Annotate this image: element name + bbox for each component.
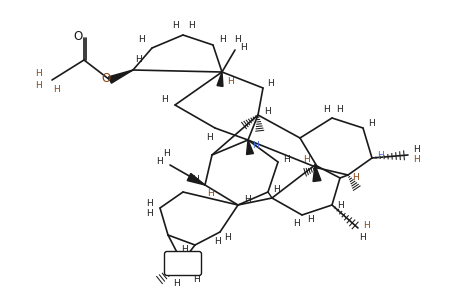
Text: Aos: Aos [174, 259, 191, 269]
Text: H: H [413, 156, 419, 165]
Text: H: H [146, 198, 153, 207]
Text: H: H [240, 43, 247, 52]
Text: H: H [207, 188, 214, 198]
Text: H: H [337, 201, 344, 210]
Polygon shape [187, 173, 205, 185]
Text: H: H [163, 149, 170, 159]
Text: H: H [352, 174, 358, 182]
Text: H: H [267, 79, 274, 88]
Text: H: H [35, 69, 41, 79]
Text: H: H [264, 108, 271, 117]
Text: H: H [192, 175, 199, 185]
Text: H: H [206, 133, 213, 143]
Polygon shape [246, 140, 253, 155]
Text: H: H [156, 156, 163, 165]
Text: H: H [35, 81, 41, 89]
Text: H: H [173, 279, 180, 288]
Text: O: O [101, 72, 110, 85]
Text: H: H [234, 34, 241, 43]
Text: H: H [227, 78, 234, 86]
Text: H: H [135, 54, 142, 63]
FancyBboxPatch shape [164, 252, 201, 275]
Polygon shape [109, 70, 133, 83]
Polygon shape [312, 165, 320, 182]
Polygon shape [217, 72, 222, 86]
Text: H: H [303, 156, 310, 165]
Text: H: H [252, 140, 259, 149]
Text: H: H [181, 246, 188, 255]
Text: H: H [244, 195, 251, 204]
Text: H: H [193, 275, 200, 284]
Text: H: H [413, 146, 419, 155]
Text: H: H [283, 155, 290, 163]
Text: H: H [273, 185, 280, 194]
Text: H: H [188, 21, 195, 31]
Text: H: H [293, 220, 300, 229]
Text: H: H [336, 105, 343, 114]
Text: H: H [52, 85, 59, 94]
Text: H: H [224, 233, 231, 242]
Text: H: H [368, 118, 375, 127]
Text: H: H [363, 221, 369, 230]
Text: H: H [146, 208, 153, 217]
Text: H: H [214, 237, 221, 246]
Text: H: H [161, 95, 168, 104]
Text: H: H [139, 36, 145, 44]
Text: H: H [323, 104, 330, 114]
Text: H: H [359, 233, 366, 242]
Text: O: O [73, 30, 82, 43]
Text: H: H [219, 34, 226, 43]
Text: H: H [172, 21, 179, 31]
Text: H: H [307, 216, 314, 224]
Text: H: H [377, 150, 384, 159]
